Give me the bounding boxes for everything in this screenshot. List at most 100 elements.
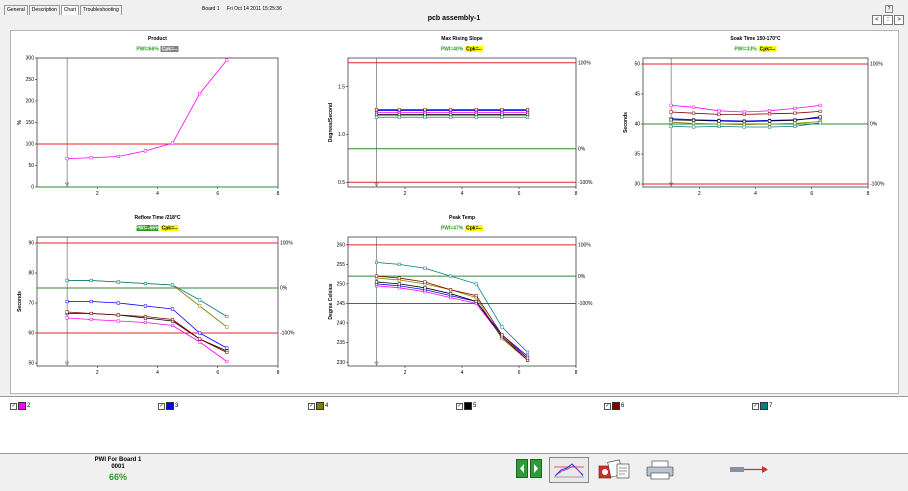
x-tick-label: 8 <box>575 370 578 376</box>
series-checkbox-3[interactable]: ✓ <box>158 402 165 410</box>
data-point <box>717 119 721 123</box>
prev-chart-button[interactable]: < <box>872 15 882 25</box>
cpk-badge: Cpk=-- <box>466 226 482 232</box>
export-button[interactable] <box>727 457 771 483</box>
data-point <box>742 112 746 116</box>
data-point <box>171 283 175 287</box>
series-checkbox-6[interactable]: ✓ <box>604 402 611 410</box>
data-point <box>65 278 69 283</box>
chart-2: Max Rising Slope PWI=40% Cpk=-- 0.5 1.0 1.5 2 4… <box>328 36 593 197</box>
cursor-marker <box>668 182 674 187</box>
data-point <box>449 115 453 119</box>
data-point <box>116 280 120 284</box>
data-point <box>171 307 175 311</box>
data-point <box>474 299 478 304</box>
percent-label: -100% <box>870 182 885 188</box>
pwi-summary: PWI For Board 1 0001 66% <box>88 457 148 483</box>
y-tick-label: 240 <box>337 321 346 327</box>
data-point <box>768 122 772 126</box>
tab-troubleshooting[interactable]: Troubleshooting <box>80 5 122 15</box>
y-tick-label: 235 <box>337 340 346 346</box>
data-point <box>198 340 202 344</box>
data-point <box>397 115 401 119</box>
data-point <box>526 112 530 116</box>
data-point <box>526 350 530 354</box>
data-point <box>669 124 673 128</box>
data-point <box>500 115 504 119</box>
y-axis-label: % <box>17 120 23 125</box>
data-point <box>143 281 147 286</box>
data-point <box>818 121 822 125</box>
cpk-badge: Cpk=-- <box>162 226 178 232</box>
series-label-5: 5 <box>473 403 477 409</box>
data-point <box>717 124 721 128</box>
x-tick-label: 6 <box>216 370 219 376</box>
data-point <box>818 109 822 113</box>
pwi-board-id: 0001 <box>111 464 125 470</box>
percent-label: 0% <box>870 122 878 128</box>
next-profile-button[interactable] <box>530 459 542 478</box>
y-tick-label: 50 <box>634 62 640 68</box>
data-point <box>474 115 478 119</box>
x-tick-label: 4 <box>754 191 757 197</box>
cpk-badge-bg <box>758 46 777 52</box>
chart-panel: Product PWI=66% Cpk=-- 0 50 100 150 200 250 300 2 4… <box>10 30 899 394</box>
series-checkbox-5[interactable]: ✓ <box>456 402 463 410</box>
plot-frame <box>36 57 279 188</box>
series-checkbox-7[interactable]: ✓ <box>752 402 759 410</box>
x-tick-label: 2 <box>96 370 99 376</box>
y-tick-label: 150 <box>26 120 35 126</box>
data-point <box>397 276 401 280</box>
data-point <box>116 319 120 323</box>
data-point <box>374 115 379 119</box>
profile-view-button[interactable] <box>549 457 589 483</box>
percent-label: 0% <box>578 146 586 152</box>
printer-icon <box>646 460 674 480</box>
data-point <box>171 141 175 145</box>
chart-title: Max Rising Slope <box>441 36 483 42</box>
data-point <box>397 262 401 266</box>
report-button[interactable] <box>594 457 634 483</box>
legend-item-5: ✓ 5 <box>456 402 476 410</box>
data-point <box>143 304 147 308</box>
tab-general[interactable]: General <box>4 5 28 15</box>
data-point <box>474 108 478 112</box>
series-checkbox-2[interactable]: ✓ <box>10 402 17 410</box>
x-tick-label: 6 <box>810 191 813 197</box>
pwi-badge-bg <box>136 225 159 231</box>
data-point <box>526 108 530 112</box>
data-point <box>65 299 69 304</box>
data-point <box>768 125 772 129</box>
legend-item-4: ✓ 4 <box>308 402 328 410</box>
data-point <box>742 120 746 124</box>
series-checkbox-4[interactable]: ✓ <box>308 402 315 410</box>
data-point <box>423 115 427 119</box>
layout-button[interactable]: :: <box>883 15 893 25</box>
cpk-badge-bg <box>465 225 483 231</box>
next-chart-button[interactable]: > <box>894 15 904 25</box>
data-point <box>89 156 93 160</box>
print-button[interactable] <box>640 457 680 483</box>
data-point <box>116 313 120 317</box>
data-point <box>793 121 797 125</box>
tab-description[interactable]: Description <box>28 5 60 15</box>
data-point <box>793 124 797 128</box>
x-tick-label: 4 <box>156 191 159 197</box>
x-tick-label: 6 <box>216 191 219 197</box>
data-point <box>526 115 530 119</box>
prev-profile-button[interactable] <box>516 459 528 478</box>
y-tick-label: 1.5 <box>338 84 345 90</box>
legend-item-2: ✓ 2 <box>10 402 30 410</box>
data-point <box>526 356 530 360</box>
report-icon <box>598 459 630 479</box>
y-tick-label: 35 <box>634 152 640 158</box>
series-swatch-4 <box>316 402 324 410</box>
pwi-badge: PWI=33% <box>734 47 757 53</box>
pwi-label: PWI For Board 1 <box>94 457 142 463</box>
data-point <box>717 112 721 116</box>
tab-chart[interactable]: Chart <box>60 5 80 15</box>
data-point <box>225 325 229 329</box>
help-button[interactable]: ? <box>885 5 893 13</box>
